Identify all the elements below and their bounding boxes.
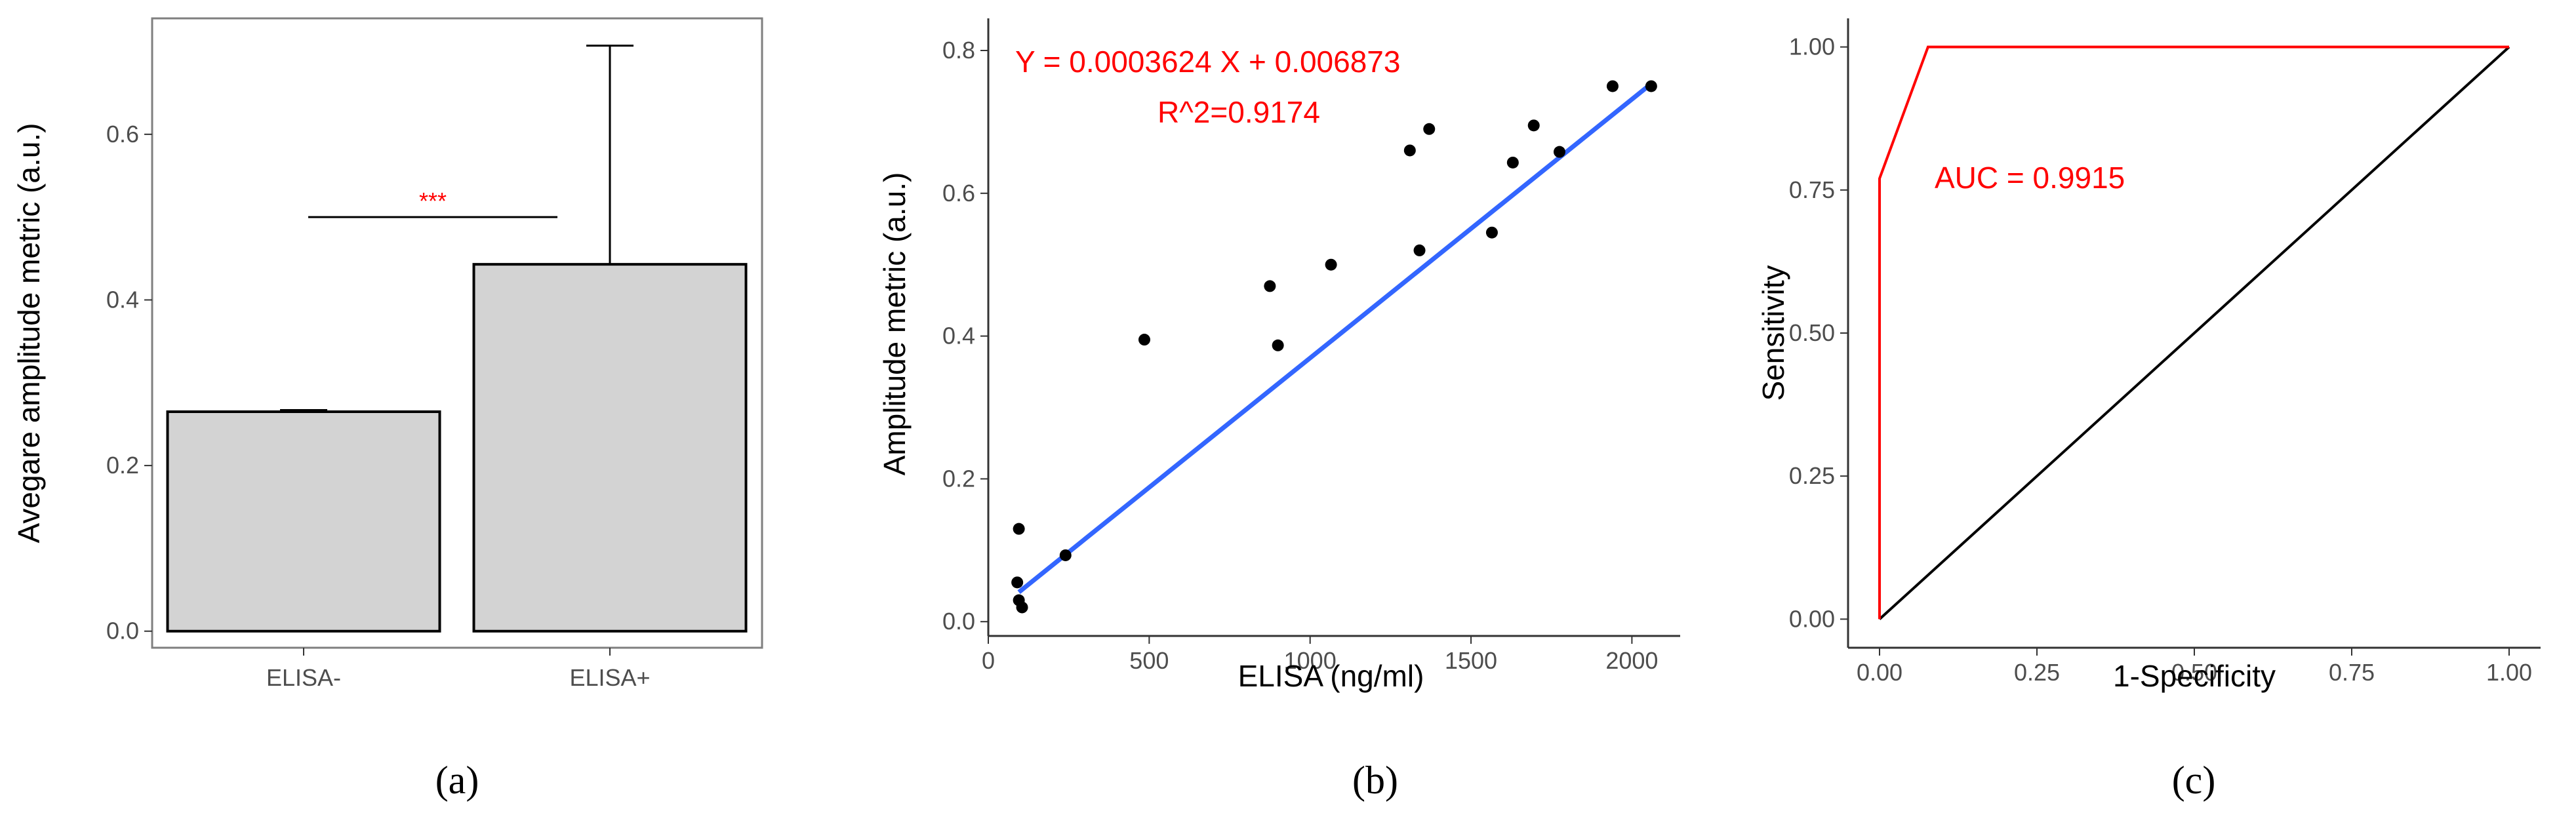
- panel-c-label: (c): [2172, 759, 2216, 802]
- panel-c-roc-chart: 0.00 0.25 0.50 0.75 1.00 0.00 0.25 0.50 0.75 1.00…: [1756, 18, 2541, 802]
- data-point: [1506, 156, 1519, 168]
- data-point: [1645, 80, 1657, 92]
- data-point: [1272, 339, 1284, 351]
- panel-a-border: [151, 17, 763, 649]
- regression-equation: Y = 0.0003624 X + 0.006873: [1015, 45, 1400, 79]
- data-point: [1138, 334, 1150, 346]
- panel-c-x-axis-label: 1-Specificity: [2113, 659, 2276, 693]
- y-tick-label: 0.6: [106, 121, 139, 148]
- x-tick-label: 0: [982, 647, 995, 674]
- panel-b-scatter-chart: 0.0 0.2 0.4 0.6 0.8 0 500 1000 1500 2000 ELISA (n…: [877, 18, 1680, 802]
- data-point: [1553, 146, 1565, 158]
- panel-a-y-axis-label: Avegare amplitude metric (a.u.): [12, 123, 46, 543]
- auc-annotation: AUC = 0.9915: [1935, 161, 2125, 195]
- data-point: [1016, 601, 1028, 614]
- data-point: [1527, 119, 1540, 132]
- data-point: [1011, 576, 1024, 589]
- data-point: [1606, 80, 1619, 92]
- y-tick-label: 1.00: [1789, 33, 1835, 60]
- x-tick-label: ELISA+: [569, 664, 650, 691]
- data-point: [1413, 244, 1426, 256]
- bar: [472, 263, 748, 633]
- x-tick-label: 2000: [1605, 647, 1658, 674]
- data-point: [1264, 280, 1276, 292]
- regression-line: [1017, 82, 1653, 594]
- panel-a-bar-chart: 0.0 0.2 0.4 0.6 ELISA- ELISA+ *** Avegare ampl…: [12, 17, 763, 802]
- y-tick-label: 0.2: [106, 452, 139, 479]
- panel-c-y-axis-label: Sensitivity: [1756, 265, 1790, 401]
- data-point: [1013, 523, 1025, 535]
- panel-b-y-axis-label: Amplitude metric (a.u.): [877, 172, 912, 476]
- x-tick-label: 500: [1129, 647, 1169, 674]
- y-tick-label: 0.25: [1789, 462, 1835, 489]
- y-tick-label: 0.00: [1789, 605, 1835, 632]
- x-tick-label: 0.50: [2171, 659, 2217, 686]
- panel-a-label: (a): [435, 759, 479, 802]
- data-point: [1485, 226, 1498, 239]
- chance-diagonal-line: [1878, 46, 2510, 620]
- panel-b-label: (b): [1352, 759, 1398, 802]
- data-point: [1059, 549, 1072, 561]
- data-point: [1423, 123, 1436, 135]
- significance-stars: ***: [419, 188, 447, 214]
- regression-r-squared: R^2=0.9174: [1157, 95, 1320, 129]
- y-tick-label: 0.6: [942, 180, 975, 207]
- x-tick-label: 1000: [1284, 647, 1337, 674]
- x-tick-label: 0.75: [2329, 659, 2375, 686]
- y-tick-label: 0.50: [1789, 319, 1835, 346]
- x-tick-label: 1.00: [2486, 659, 2532, 686]
- data-point: [1325, 258, 1337, 271]
- panel-b-x-axis-label: ELISA (ng/ml): [1238, 659, 1424, 693]
- y-tick-label: 0.4: [106, 286, 139, 313]
- data-point: [1403, 144, 1416, 157]
- x-tick-label: 0.25: [2014, 659, 2060, 686]
- y-tick-label: 0.0: [106, 618, 139, 644]
- x-tick-label: ELISA-: [266, 664, 341, 691]
- y-tick-label: 0.0: [942, 608, 975, 635]
- x-tick-label: 1500: [1445, 647, 1497, 674]
- y-tick-label: 0.8: [942, 37, 975, 64]
- x-tick-label: 0.00: [1857, 659, 1902, 686]
- y-tick-label: 0.75: [1789, 176, 1835, 203]
- y-tick-label: 0.2: [942, 465, 975, 492]
- bar: [166, 410, 441, 633]
- roc-curve-line: [1878, 45, 2509, 620]
- y-tick-label: 0.4: [942, 323, 975, 349]
